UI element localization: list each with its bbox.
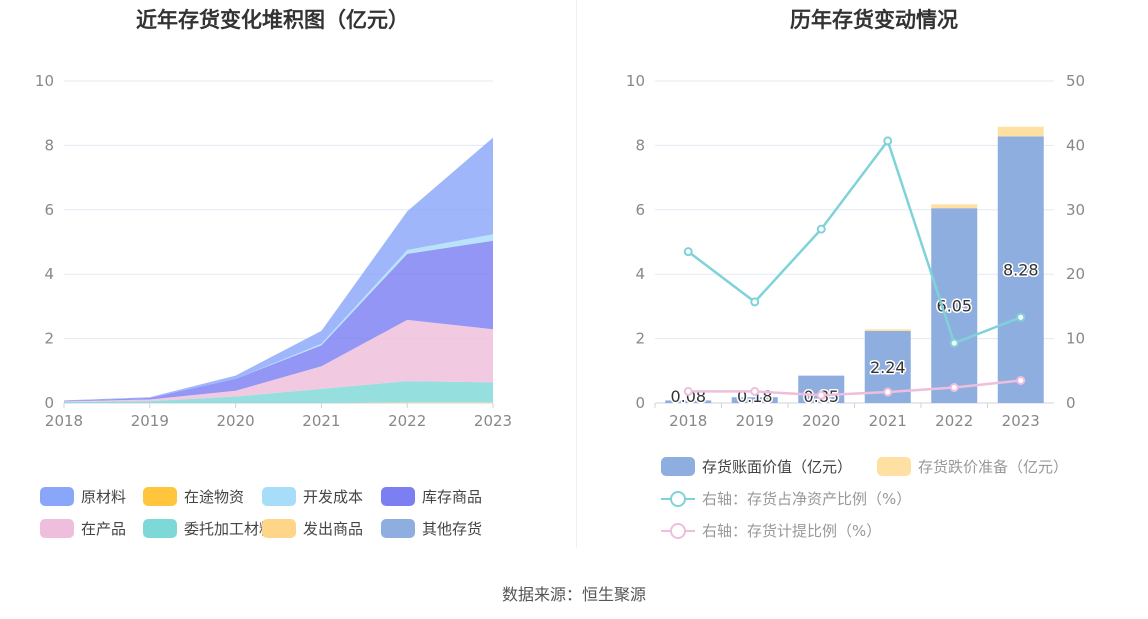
right-y-tick-label: 10: [626, 72, 645, 90]
right-x-tick-label: 2023: [1002, 412, 1040, 430]
legend-label: 原材料: [81, 488, 127, 506]
legend-item[interactable]: 存货跌价准备（亿元）: [877, 456, 1068, 477]
legend-label: 在途物资: [184, 488, 245, 506]
bar-impairment-provision: [931, 204, 978, 209]
legend-swatch: [143, 487, 177, 506]
bar-impairment-provision: [997, 126, 1044, 137]
right-x-tick-label: 2021: [869, 412, 907, 430]
right-y2-tick-label: 40: [1066, 136, 1085, 154]
line-point: [1016, 312, 1026, 322]
legend-label: 发出商品: [303, 520, 364, 538]
bar-inventory-book-value: [665, 400, 712, 403]
area-发出商品: [64, 402, 493, 403]
legend-label: 委托加工材料: [184, 520, 275, 538]
right-x-tick-label: 2018: [669, 412, 707, 430]
right-y-tick-label: 2: [635, 330, 645, 348]
legend-swatch: [381, 519, 415, 538]
line-point: [949, 338, 959, 348]
legend-swatch: [262, 519, 296, 538]
line-point: [750, 386, 760, 396]
line-point: [816, 390, 826, 400]
right-y-tick-label: 6: [635, 201, 645, 219]
line-point: [1016, 375, 1026, 385]
line-point: [883, 136, 893, 146]
legend-swatch: [661, 457, 695, 476]
area-在产品: [64, 319, 493, 403]
legend-item[interactable]: 其他存货: [381, 518, 482, 539]
legend-item[interactable]: 存货账面价值（亿元）: [661, 456, 852, 477]
left-x-tick-label: 2021: [302, 412, 340, 430]
left-chart-title: 近年存货变化堆积图（亿元）: [136, 8, 409, 32]
right-chart-title: 历年存货变动情况: [790, 8, 958, 32]
area-委托加工材料: [64, 381, 493, 403]
left-x-tick-label: 2022: [388, 412, 426, 430]
right-y2-tick-label: 50: [1066, 72, 1085, 90]
right-y-tick-label: 4: [635, 265, 645, 283]
legend-swatch: [381, 487, 415, 506]
area-开发成本: [64, 234, 493, 401]
line-point: [949, 383, 959, 393]
legend-label: 右轴：存货计提比例（%）: [702, 522, 882, 540]
legend-swatch: [877, 457, 911, 476]
bar-inventory-book-value: [731, 397, 778, 403]
line-point: [750, 297, 760, 307]
bar-impairment-provision: [864, 329, 911, 331]
left-x-tick-label: 2018: [45, 412, 83, 430]
bar-inventory-book-value: [931, 208, 978, 403]
right-y2-tick-label: 10: [1066, 330, 1085, 348]
legend-swatch: [262, 487, 296, 506]
legend-swatch: [40, 519, 74, 538]
line-point: [883, 387, 893, 397]
right-y-tick-label: 0: [635, 394, 645, 412]
right-x-tick-label: 2020: [802, 412, 840, 430]
line-series-1: [687, 138, 1022, 345]
legend-swatch: [40, 487, 74, 506]
left-y-tick-label: 8: [44, 136, 54, 154]
left-y-tick-label: 2: [44, 330, 54, 348]
bar-value-label: 2.24: [870, 358, 906, 377]
legend-item[interactable]: 开发成本: [262, 486, 363, 507]
left-y-tick-label: 4: [44, 265, 54, 283]
left-y-tick-label: 0: [44, 394, 54, 412]
bar-value-label: 8.28: [1003, 261, 1039, 280]
legend-line-swatch: [661, 521, 695, 540]
left-y-tick-label: 10: [35, 72, 54, 90]
legend-label: 存货跌价准备（亿元）: [918, 458, 1069, 476]
left-x-tick-label: 2019: [131, 412, 169, 430]
right-y2-tick-label: 0: [1066, 394, 1076, 412]
legend-label: 其他存货: [422, 520, 483, 538]
legend-item[interactable]: 右轴：存货占净资产比例（%）: [661, 488, 911, 509]
right-x-tick-label: 2022: [935, 412, 973, 430]
panel-divider: [576, 0, 577, 548]
right-y2-tick-label: 30: [1066, 201, 1085, 219]
right-x-tick-label: 2019: [736, 412, 774, 430]
data-source-note: 数据来源：恒生聚源: [501, 585, 646, 604]
legend-label: 在产品: [81, 520, 127, 538]
legend-label: 库存商品: [422, 488, 483, 506]
legend-label: 右轴：存货占净资产比例（%）: [702, 490, 912, 508]
legend-item[interactable]: 委托加工材料: [143, 518, 274, 539]
legend-line-swatch: [661, 489, 695, 508]
line-point: [683, 386, 693, 396]
legend-label: 存货账面价值（亿元）: [702, 458, 853, 476]
area-库存商品: [64, 240, 493, 402]
right-y-tick-label: 8: [635, 136, 645, 154]
legend-item[interactable]: 原材料: [40, 486, 126, 507]
legend-label: 开发成本: [303, 488, 364, 506]
right-y2-tick-label: 20: [1066, 265, 1085, 283]
legend-item[interactable]: 在产品: [40, 518, 126, 539]
legend-item[interactable]: 库存商品: [381, 486, 482, 507]
left-x-tick-label: 2020: [217, 412, 255, 430]
left-y-tick-label: 6: [44, 201, 54, 219]
line-point: [816, 224, 826, 234]
left-x-tick-label: 2023: [474, 412, 512, 430]
line-series-2: [688, 379, 1021, 397]
line-point: [683, 247, 693, 257]
legend-swatch: [143, 519, 177, 538]
legend-item[interactable]: 右轴：存货计提比例（%）: [661, 520, 881, 541]
legend-item[interactable]: 发出商品: [262, 518, 363, 539]
bar-inventory-book-value: [997, 136, 1044, 403]
legend-item[interactable]: 在途物资: [143, 486, 244, 507]
